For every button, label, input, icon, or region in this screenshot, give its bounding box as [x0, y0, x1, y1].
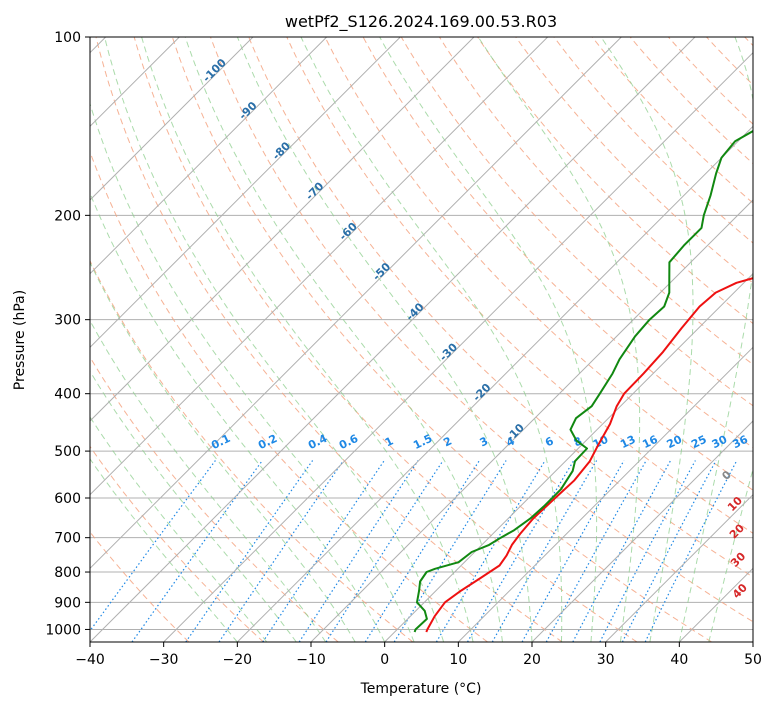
chart-title: wetPf2_S126.2024.169.00.53.R03 — [285, 12, 557, 32]
mixing-ratio-line — [491, 460, 598, 642]
moist-adiabat-line — [708, 467, 753, 642]
isotherm-line — [90, 37, 475, 422]
dry-adiabat-line — [324, 37, 753, 491]
y-tick-label: 300 — [54, 313, 81, 329]
isotherm-line — [531, 420, 753, 642]
moist-adiabat-line — [184, 37, 503, 642]
moist-adiabat-line — [90, 102, 415, 642]
moist-adiabat-line — [90, 261, 356, 642]
y-tick-label: 100 — [54, 30, 81, 46]
x-tick-label: 40 — [670, 652, 688, 668]
mixing-ratio-label: 20 — [665, 433, 685, 452]
dry-adiabat-line — [400, 37, 753, 407]
mixing-ratio-line — [131, 460, 263, 642]
plot-area: 0.1 0.2 0.4 0.6 1 1.5 2 3 4 6 8 10 13 16 20 25 30 36-100-… — [90, 37, 753, 642]
mixing-ratio-line — [644, 460, 738, 642]
dewpoint-profile — [413, 129, 753, 633]
y-axis-title: Pressure (hPa) — [12, 290, 28, 390]
dry-adiabat-line — [629, 37, 753, 165]
mixing-ratio-line — [435, 460, 546, 642]
x-tick-label: −20 — [223, 652, 253, 668]
mixing-ratio-line — [90, 460, 216, 632]
y-tick-label: 200 — [54, 208, 81, 224]
x-tick-label: 30 — [597, 652, 615, 668]
isotherms — [90, 37, 753, 642]
moist-adiabat-line — [90, 416, 268, 642]
y-tick-label: 500 — [54, 444, 81, 460]
mixing-ratio-lines — [90, 460, 738, 642]
x-tick-label: 0 — [380, 652, 389, 668]
mixing-ratio-label: 13 — [618, 433, 637, 451]
pressure-gridlines — [90, 37, 753, 630]
dry-adiabat-line — [133, 37, 638, 642]
dry-adiabat-line — [90, 445, 264, 642]
dry-adiabat-line — [477, 37, 753, 325]
dry-adiabat-line — [591, 37, 753, 204]
moist-adiabat-line — [379, 37, 598, 642]
mixing-ratio-line — [393, 460, 507, 642]
y-axis-ticks: 1000 900 800 700 600 500 400 300 200 100 — [45, 30, 90, 638]
temperature-profile — [425, 277, 753, 633]
mixing-ratio-line — [521, 460, 625, 642]
dry-adiabat-line — [95, 37, 563, 642]
mixing-ratio-line — [185, 460, 314, 642]
mixing-ratio-label: 16 — [640, 433, 660, 452]
isotherm-line — [752, 641, 753, 642]
x-tick-label: −40 — [75, 652, 105, 668]
mixing-ratio-line — [262, 460, 385, 642]
x-tick-label: 10 — [449, 652, 467, 668]
y-tick-label: 400 — [54, 387, 81, 403]
sounding-profiles — [413, 129, 753, 633]
y-tick-label: 700 — [54, 531, 81, 547]
moist-adiabat-line — [104, 37, 445, 642]
isotherm-line — [310, 199, 753, 642]
dry-adiabat-line — [171, 37, 712, 642]
plot-frame — [89, 36, 754, 643]
moist-adiabat-line — [236, 37, 533, 642]
x-axis-ticks: −40 −30 −20 −10 0 10 20 30 40 50 — [75, 642, 762, 668]
dry-adiabat-line — [515, 37, 753, 284]
isotherm-line — [163, 51, 753, 642]
isotherm-line — [457, 346, 753, 642]
isotherm-line — [90, 37, 622, 570]
isotherm-line — [605, 493, 753, 642]
isotherm-line — [90, 37, 401, 349]
isotherm-line — [384, 272, 753, 642]
mixing-ratio-label: 25 — [689, 433, 708, 451]
dry-adiabats — [90, 37, 753, 642]
moist-adiabat-line — [90, 458, 238, 642]
x-tick-label: −30 — [149, 652, 179, 668]
x-tick-label: 50 — [744, 652, 762, 668]
moist-adiabat-line — [678, 37, 753, 642]
isotherm-line — [90, 37, 696, 642]
mixing-ratio-label: 36 — [731, 433, 751, 452]
dry-adiabat-line — [90, 259, 414, 642]
dry-adiabat-line — [210, 37, 753, 623]
isotherm-line — [90, 37, 328, 275]
moist-adiabat-line — [600, 37, 694, 642]
mixing-ratio-line — [466, 460, 575, 642]
y-tick-label: 600 — [54, 491, 81, 507]
mixing-ratio-line — [218, 460, 344, 642]
isotherm-line — [90, 37, 254, 201]
y-tick-label: 800 — [54, 565, 81, 581]
x-axis-title: Temperature (°C) — [360, 681, 482, 697]
mixing-ratio-line — [298, 460, 419, 642]
moist-adiabat-line — [141, 37, 474, 642]
moist-adiabat-line — [90, 191, 386, 642]
dry-adiabat-line — [248, 37, 753, 578]
mixing-ratio-label: 30 — [710, 433, 730, 452]
isotherm-line — [90, 37, 549, 496]
x-tick-label: 20 — [523, 652, 541, 668]
mixing-ratio-line — [545, 460, 647, 642]
y-tick-label: 900 — [54, 595, 81, 611]
y-tick-label: 1000 — [45, 622, 81, 638]
x-tick-label: −10 — [296, 652, 326, 668]
